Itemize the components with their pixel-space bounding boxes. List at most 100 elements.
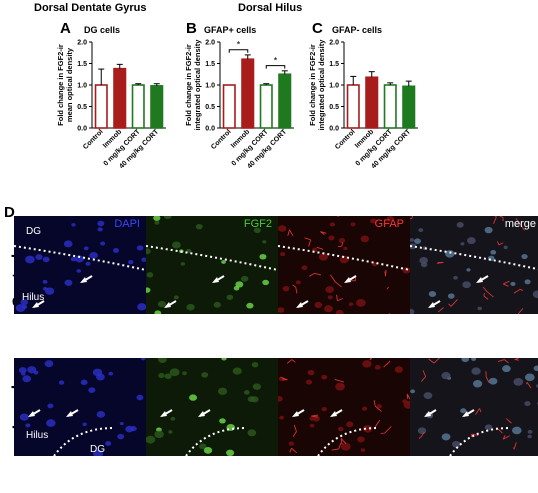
cell-nucleus bbox=[164, 373, 172, 380]
cell-nucleus bbox=[346, 421, 354, 428]
glial-process bbox=[309, 272, 322, 277]
cell-nucleus bbox=[327, 295, 333, 300]
glial-process bbox=[311, 414, 319, 418]
glial-process bbox=[514, 358, 519, 361]
glial-process bbox=[331, 442, 342, 451]
cell-nucleus bbox=[47, 403, 54, 409]
cell-nucleus bbox=[173, 295, 179, 300]
arrow-icon bbox=[428, 302, 435, 308]
significance-star: * bbox=[274, 56, 278, 66]
cell-nucleus bbox=[282, 285, 290, 292]
cell-nucleus bbox=[64, 279, 73, 286]
cell-nucleus bbox=[402, 267, 410, 274]
cell-nucleus bbox=[27, 366, 37, 374]
dentate-boundary-line bbox=[14, 245, 146, 271]
cell-nucleus bbox=[108, 371, 114, 376]
cell-nucleus bbox=[158, 358, 167, 363]
cell-nucleus bbox=[20, 299, 29, 306]
cell-nucleus bbox=[338, 237, 346, 244]
cell-nucleus bbox=[325, 286, 335, 294]
glial-process bbox=[505, 418, 512, 424]
cell-nucleus bbox=[127, 259, 134, 265]
cell-nucleus bbox=[340, 383, 345, 388]
cell-nucleus bbox=[163, 216, 172, 220]
cell-nucleus bbox=[348, 302, 354, 307]
cell-nucleus bbox=[360, 235, 370, 243]
cell-nucleus bbox=[362, 360, 372, 368]
glial-process bbox=[497, 359, 509, 364]
cell-nucleus bbox=[512, 426, 522, 435]
micrograph-merge-immob bbox=[410, 358, 538, 456]
bar bbox=[278, 73, 292, 129]
cell-nucleus bbox=[25, 255, 35, 264]
cell-nucleus bbox=[117, 433, 125, 440]
cell-nucleus bbox=[235, 281, 244, 288]
cell-nucleus bbox=[340, 442, 351, 451]
cell-nucleus bbox=[18, 367, 27, 374]
cell-nucleus bbox=[140, 358, 146, 361]
cell-nucleus bbox=[96, 373, 105, 381]
cell-nucleus bbox=[403, 400, 410, 409]
cell-nucleus bbox=[71, 223, 76, 227]
cell-nucleus bbox=[314, 301, 323, 308]
cell-nucleus bbox=[410, 389, 416, 394]
glial-process bbox=[502, 280, 510, 287]
panel-title-a: DG cells bbox=[84, 25, 121, 35]
cell-nucleus bbox=[21, 304, 28, 309]
cell-nucleus bbox=[70, 256, 77, 262]
cell-nucleus bbox=[153, 216, 161, 221]
cell-nucleus bbox=[462, 281, 471, 289]
glial-process bbox=[526, 382, 532, 389]
arrow-icon bbox=[66, 411, 73, 417]
glial-process bbox=[286, 359, 296, 364]
cell-nucleus bbox=[89, 251, 98, 259]
cell-nucleus bbox=[374, 365, 381, 370]
glial-process bbox=[410, 216, 414, 220]
cell-nucleus bbox=[423, 392, 433, 400]
panel-title-b: GFAP+ cells bbox=[204, 25, 257, 35]
cell-nucleus bbox=[25, 423, 31, 428]
cell-nucleus bbox=[168, 430, 173, 434]
cell-nucleus bbox=[309, 423, 315, 428]
cell-nucleus bbox=[247, 429, 257, 437]
y-axis-label: Fold change in FGF2-irintegrated optical… bbox=[184, 39, 202, 131]
y-tick-label: 0.0 bbox=[329, 126, 339, 133]
cell-nucleus bbox=[472, 380, 483, 388]
micrograph-dapi-immob: Hilus DG bbox=[14, 358, 146, 456]
cell-nucleus bbox=[453, 275, 458, 280]
cell-nucleus bbox=[295, 280, 301, 285]
cell-nucleus bbox=[460, 408, 467, 414]
cell-nucleus bbox=[42, 256, 50, 263]
cell-nucleus bbox=[226, 449, 235, 456]
cell-nucleus bbox=[533, 365, 538, 372]
cell-nucleus bbox=[441, 433, 451, 441]
micrograph-fgf2-immob bbox=[146, 358, 278, 456]
cell-nucleus bbox=[44, 360, 54, 368]
cell-nucleus bbox=[362, 406, 368, 411]
glial-process bbox=[498, 216, 504, 222]
cell-nucleus bbox=[309, 416, 315, 421]
micrograph-background bbox=[146, 358, 278, 456]
scale-bar bbox=[512, 484, 530, 487]
cell-nucleus bbox=[219, 418, 226, 424]
cell-nucleus bbox=[484, 424, 493, 431]
cell-nucleus bbox=[93, 449, 104, 456]
cell-nucleus bbox=[466, 268, 471, 272]
arrow-icon bbox=[424, 411, 431, 417]
glial-process bbox=[515, 218, 525, 231]
cell-nucleus bbox=[146, 272, 154, 278]
cell-nucleus bbox=[170, 416, 176, 421]
cell-nucleus bbox=[410, 243, 417, 250]
cell-nucleus bbox=[154, 430, 164, 439]
region-label-bottom: DG bbox=[90, 444, 105, 455]
y-axis-label-line: mean optical density bbox=[65, 47, 74, 122]
cell-nucleus bbox=[201, 372, 209, 378]
arrow-icon bbox=[296, 302, 303, 308]
glial-process bbox=[406, 393, 410, 400]
cell-nucleus bbox=[221, 358, 227, 361]
cell-nucleus bbox=[250, 396, 259, 403]
cell-nucleus bbox=[456, 222, 464, 228]
y-axis-label-line: integrated optical density bbox=[193, 39, 202, 131]
cell-nucleus bbox=[324, 305, 333, 313]
glial-process bbox=[340, 438, 347, 445]
